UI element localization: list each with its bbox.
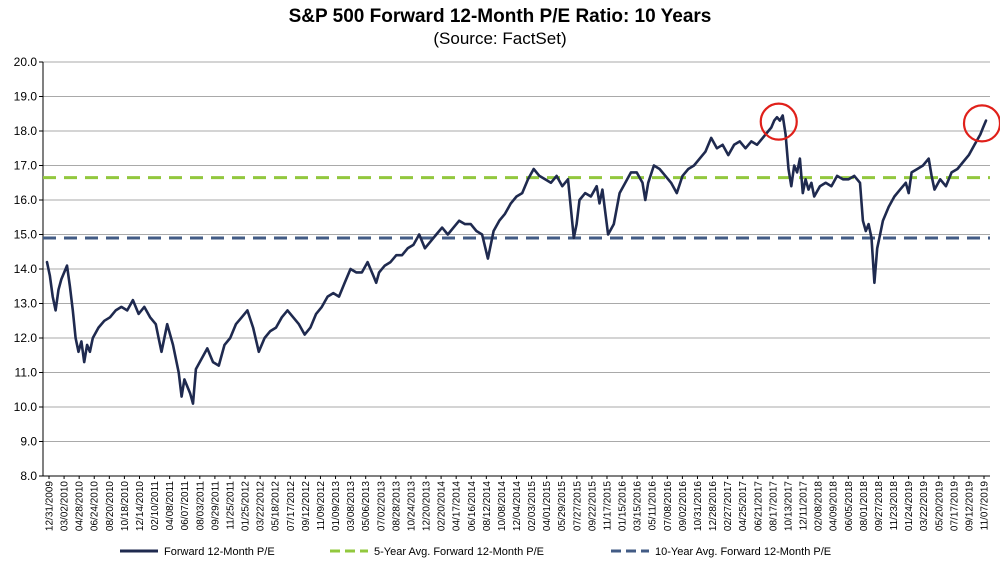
x-tick-label: 06/05/2018 bbox=[844, 481, 855, 531]
x-tick-label: 07/27/2015 bbox=[572, 481, 583, 531]
x-tick-label: 04/28/2010 bbox=[75, 481, 86, 531]
x-tick-label: 07/02/2013 bbox=[376, 481, 387, 531]
series-layer bbox=[45, 114, 988, 405]
x-tick-label: 04/08/2011 bbox=[165, 481, 176, 531]
legend-label: 10-Year Avg. Forward 12-Month P/E bbox=[655, 546, 831, 558]
x-tick-label: 11/09/2012 bbox=[316, 481, 327, 531]
x-tick-label: 01/24/2019 bbox=[904, 481, 915, 531]
x-tick-label: 04/25/2017 bbox=[738, 481, 749, 531]
grid-layer bbox=[43, 61, 990, 477]
x-tick-label: 05/29/2015 bbox=[557, 481, 568, 531]
x-tick-label: 12/31/2009 bbox=[45, 481, 56, 531]
y-tick-label: 16.0 bbox=[14, 193, 38, 207]
x-tick-label: 09/29/2011 bbox=[210, 481, 221, 531]
y-tick-label: 13.0 bbox=[14, 297, 38, 311]
x-tick-label: 03/02/2010 bbox=[60, 481, 71, 531]
y-tick-label: 11.0 bbox=[15, 366, 38, 380]
x-tick-label: 05/06/2013 bbox=[361, 481, 372, 531]
x-tick-label: 03/22/2012 bbox=[256, 481, 267, 531]
x-tick-label: 08/03/2011 bbox=[195, 481, 206, 531]
y-tick-label: 9.0 bbox=[20, 435, 37, 449]
x-tick-label: 12/11/2017 bbox=[799, 481, 810, 531]
x-tick-label: 02/27/2017 bbox=[723, 481, 734, 531]
x-tick-label: 08/01/2018 bbox=[859, 481, 870, 531]
x-tick-label: 08/17/2017 bbox=[768, 481, 779, 531]
x-tick-label: 06/24/2010 bbox=[90, 481, 101, 531]
x-tick-label: 05/18/2012 bbox=[271, 481, 282, 531]
x-tick-label: 09/12/2012 bbox=[301, 481, 312, 531]
y-tick-label: 8.0 bbox=[20, 469, 37, 483]
x-tick-label: 01/15/2016 bbox=[618, 481, 629, 531]
average-lines bbox=[43, 176, 990, 240]
x-tick-label: 07/17/2012 bbox=[286, 481, 297, 531]
pe-ratio-line bbox=[45, 114, 988, 405]
x-tick-label: 09/02/2016 bbox=[678, 481, 689, 531]
y-tick-label: 18.0 bbox=[14, 124, 38, 138]
y-tick-label: 12.0 bbox=[14, 331, 38, 345]
y-axis: 20.0 19.0 18.0 17.0 16.0 15.0 14.0 13.0 12.0 11.0… bbox=[14, 55, 44, 483]
y-tick-label: 15.0 bbox=[14, 228, 38, 242]
x-tick-label: 04/01/2015 bbox=[542, 481, 553, 531]
legend: Forward 12-Month P/E 5-Year Avg. Forward … bbox=[120, 546, 831, 558]
x-tick-label: 10/31/2016 bbox=[693, 481, 704, 531]
x-tick-label: 10/24/2013 bbox=[406, 481, 417, 531]
y-tick-label: 20.0 bbox=[14, 55, 38, 69]
x-tick-label: 08/12/2014 bbox=[482, 481, 493, 531]
x-tick-label: 05/20/2019 bbox=[934, 481, 945, 531]
x-tick-label: 05/11/2016 bbox=[648, 481, 659, 531]
x-tick-label: 07/17/2019 bbox=[949, 481, 960, 531]
x-tick-label: 11/23/2018 bbox=[889, 481, 900, 531]
x-tick-label: 08/20/2010 bbox=[105, 481, 116, 531]
x-tick-label: 03/15/2016 bbox=[633, 481, 644, 531]
peak-highlight-circle bbox=[759, 102, 798, 141]
legend-label: Forward 12-Month P/E bbox=[164, 546, 275, 558]
x-tick-label: 06/21/2017 bbox=[753, 481, 764, 531]
x-tick-label: 11/17/2015 bbox=[602, 481, 613, 531]
x-axis: 12/31/2009 03/02/2010 04/28/2010 06/24/2010… bbox=[43, 475, 991, 531]
x-tick-label: 03/08/2013 bbox=[346, 481, 357, 531]
x-tick-label: 04/17/2014 bbox=[452, 481, 463, 531]
x-tick-label: 06/07/2011 bbox=[180, 481, 191, 531]
x-tick-label: 12/04/2014 bbox=[512, 481, 523, 531]
x-tick-label: 02/03/2015 bbox=[527, 481, 538, 531]
annotations bbox=[759, 102, 1000, 143]
x-tick-label: 12/28/2016 bbox=[708, 481, 719, 531]
x-tick-label: 12/20/2013 bbox=[422, 481, 433, 531]
y-tick-label: 14.0 bbox=[14, 262, 38, 276]
x-tick-label: 09/22/2015 bbox=[587, 481, 598, 531]
x-tick-label: 01/09/2013 bbox=[331, 481, 342, 531]
x-tick-label: 03/22/2019 bbox=[919, 481, 930, 531]
x-tick-label: 08/28/2013 bbox=[391, 481, 402, 531]
chart-subtitle: (Source: FactSet) bbox=[433, 29, 567, 48]
x-tick-label: 09/12/2019 bbox=[964, 481, 975, 531]
x-tick-label: 02/08/2018 bbox=[814, 481, 825, 531]
chart-title: S&P 500 Forward 12-Month P/E Ratio: 10 Y… bbox=[288, 6, 712, 27]
x-tick-label: 02/20/2014 bbox=[437, 481, 448, 531]
x-tick-label: 04/09/2018 bbox=[829, 481, 840, 531]
x-tick-label: 01/25/2012 bbox=[241, 481, 252, 531]
x-tick-label: 09/27/2018 bbox=[874, 481, 885, 531]
x-tick-label: 12/14/2010 bbox=[135, 481, 146, 531]
y-tick-label: 19.0 bbox=[14, 90, 38, 104]
x-tick-label: 07/08/2016 bbox=[663, 481, 674, 531]
x-tick-label: 10/08/2014 bbox=[497, 481, 508, 531]
x-tick-label: 02/10/2011 bbox=[150, 481, 161, 531]
x-tick-label: 06/16/2014 bbox=[467, 481, 478, 531]
x-tick-label: 11/25/2011 bbox=[225, 481, 236, 530]
latest-highlight-circle bbox=[962, 104, 1000, 143]
y-tick-label: 10.0 bbox=[14, 400, 38, 414]
x-tick-label: 11/07/2019 bbox=[980, 481, 991, 531]
x-tick-label: 10/18/2010 bbox=[120, 481, 131, 531]
y-tick-label: 17.0 bbox=[14, 159, 38, 173]
x-tick-label: 10/13/2017 bbox=[783, 481, 794, 531]
legend-label: 5-Year Avg. Forward 12-Month P/E bbox=[374, 546, 544, 558]
